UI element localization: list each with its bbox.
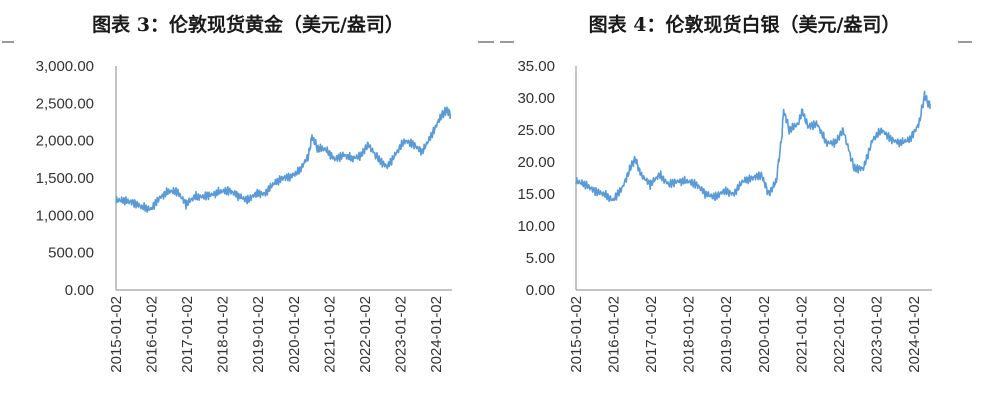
x-tick-label: 2023-01-02 <box>392 296 409 373</box>
x-tick-label: 2015-01-02 <box>568 296 585 373</box>
x-tick-label: 2019-01-02 <box>718 296 735 373</box>
y-tick-label: 5.00 <box>526 250 555 267</box>
y-tick-label: 2,000.00 <box>36 133 94 150</box>
x-tick-label: 2017-01-02 <box>179 296 196 373</box>
silver-price-chart: 35.00 30.00 25.00 20.00 15.00 10.00 5.00 0.00 20… <box>500 41 972 373</box>
y-tick-label: 3,000.00 <box>36 58 94 75</box>
gold-chart-title: 图表 3：伦敦现货黄金（美元/盎司） <box>92 14 404 36</box>
y-tick-label: 15.00 <box>517 186 555 203</box>
y-tick-label: 1,000.00 <box>36 207 94 224</box>
y-tick-label: 35.00 <box>517 58 555 75</box>
x-tick-label: 2022-01-02 <box>831 296 848 373</box>
y-tick-label: 500.00 <box>48 245 94 262</box>
y-tick-label: 2,500.00 <box>36 95 94 112</box>
x-tick-label: 2016-01-02 <box>606 296 623 373</box>
x-tick-label: 2020-01-02 <box>756 296 773 373</box>
x-tick-label: 2015-01-02 <box>108 296 125 373</box>
x-tick-label: 2021-01-02 <box>321 296 338 373</box>
x-tick-label: 2024-01-02 <box>906 296 923 373</box>
x-tick-label: 2022-01-02 <box>357 296 374 373</box>
y-tick-label: 1,500.00 <box>36 170 94 187</box>
x-tick-label: 2018-01-02 <box>681 296 698 373</box>
silver-chart-panel: 图表 4：伦敦现货白银（美元/盎司） 35.00 30.00 25.00 20.00 1… <box>496 0 993 402</box>
y-tick-label: 30.00 <box>517 90 555 107</box>
y-tick-label: 20.00 <box>517 154 555 171</box>
gold-price-chart: 3,000.00 2,500.00 2,000.00 1,500.00 1,000.00… <box>2 41 494 373</box>
x-tick-label: 2024-01-02 <box>428 296 445 373</box>
y-tick-label: 25.00 <box>517 122 555 139</box>
x-tick-label: 2019-01-02 <box>250 296 267 373</box>
y-tick-label: 0.00 <box>65 282 94 299</box>
x-tick-label: 2016-01-02 <box>144 296 161 373</box>
x-tick-label: 2020-01-02 <box>286 296 303 373</box>
silver-chart-title: 图表 4：伦敦现货白银（美元/盎司） <box>588 14 901 36</box>
x-tick-label: 2018-01-02 <box>215 296 232 373</box>
x-tick-label: 2023-01-02 <box>868 296 885 373</box>
silver-price-line <box>575 90 931 203</box>
gold-price-line <box>115 106 452 213</box>
x-tick-label: 2021-01-02 <box>793 296 810 373</box>
y-tick-label: 0.00 <box>526 282 555 299</box>
x-tick-label: 2017-01-02 <box>643 296 660 373</box>
gold-chart-panel: 图表 3：伦敦现货黄金（美元/盎司） 3,000.00 2,500.00 2,000… <box>0 0 496 402</box>
y-tick-label: 10.00 <box>517 218 555 235</box>
